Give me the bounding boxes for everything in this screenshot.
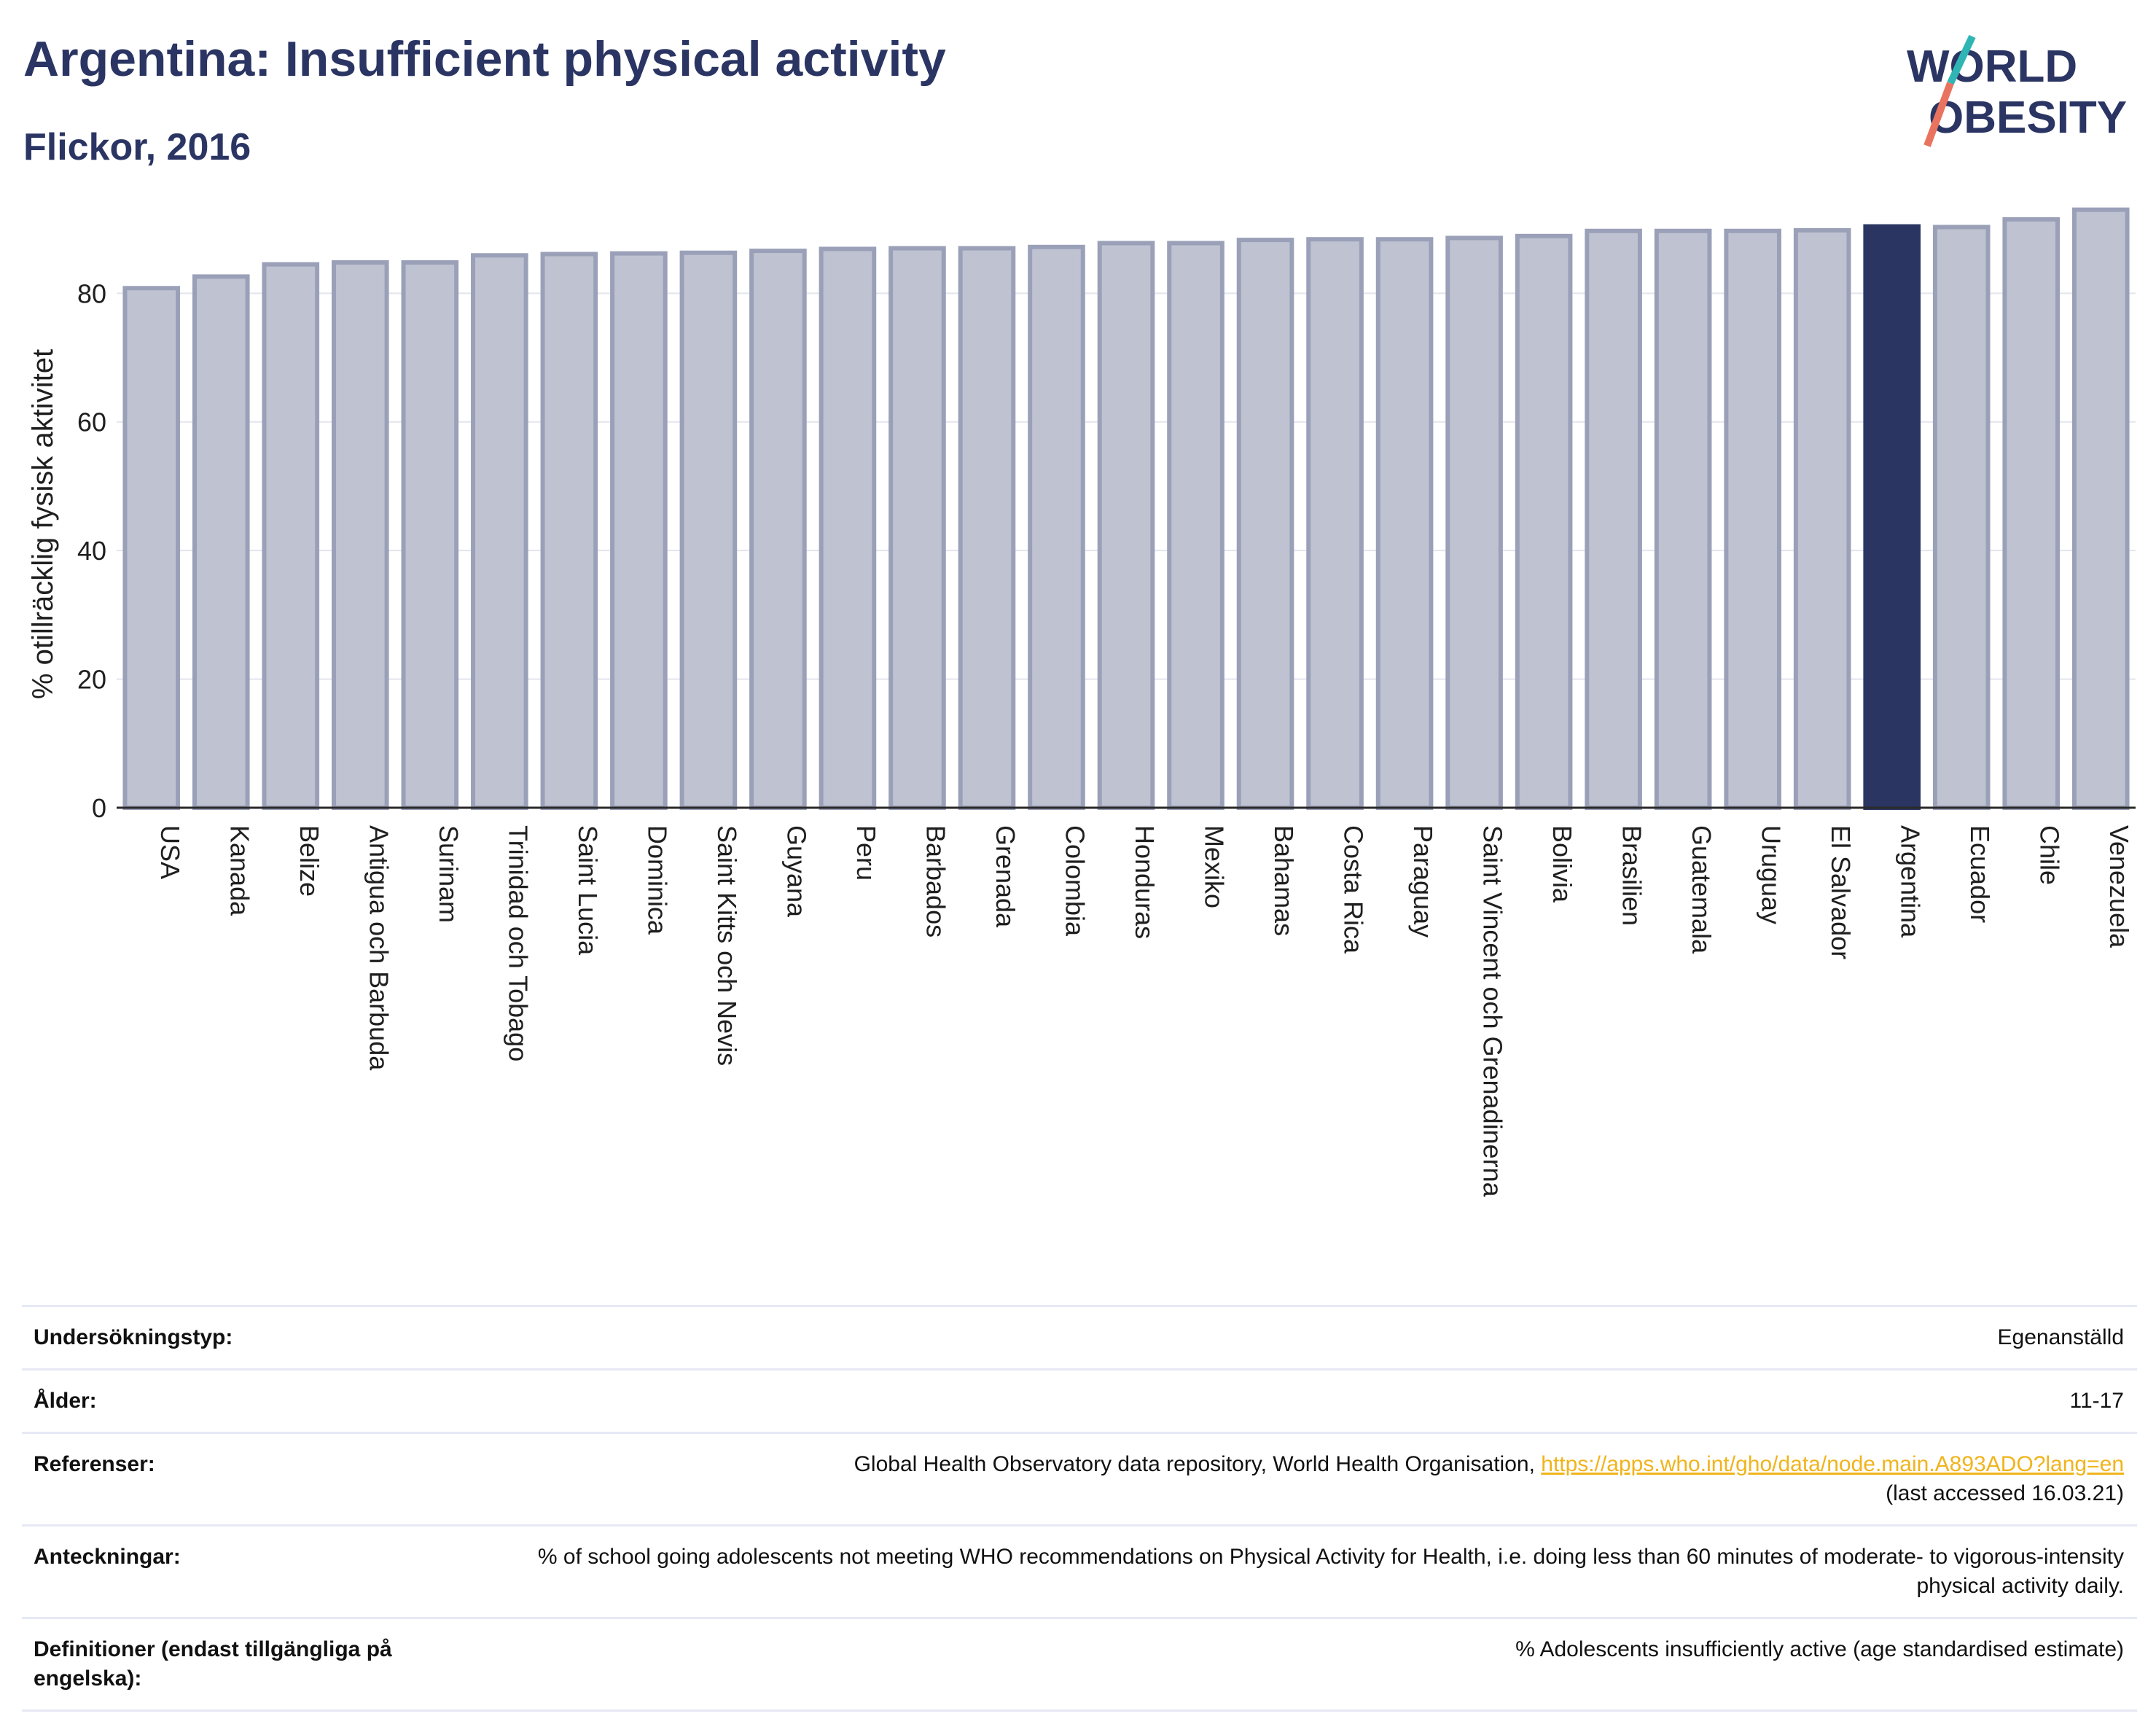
info-table: Undersökningstyp: Egenanställd Ålder: 11… xyxy=(22,1305,2137,1712)
y-axis-label: % otillräcklig fysisk aktivitet xyxy=(27,349,59,699)
info-value: 11-17 xyxy=(2069,1389,2124,1413)
info-row-references: Referenser: Global Health Observatory da… xyxy=(22,1432,2137,1524)
bar-saint-kitts-och-nevis xyxy=(679,250,738,810)
reference-link[interactable]: https://apps.who.int/gho/data/node.main.… xyxy=(1541,1452,2124,1476)
logo-line1: WORLD xyxy=(1907,42,2077,92)
x-tick-label: Colombia xyxy=(1060,825,1090,937)
x-tick-label: Saint Vincent och Grenadinerna xyxy=(1478,825,1508,1198)
bar-trinidad-och-tobago xyxy=(471,253,528,810)
bar-usa xyxy=(122,286,181,810)
info-value: Global Health Observatory data repositor… xyxy=(854,1450,2124,1508)
bar-dominica xyxy=(610,251,668,811)
x-tick-label: Honduras xyxy=(1130,825,1160,939)
bar-costa-rica xyxy=(1306,237,1364,810)
bar-ecuador xyxy=(1932,225,1991,811)
y-tick-label: 20 xyxy=(77,665,106,695)
x-tick-label: Belize xyxy=(294,825,324,897)
bar-saint-vincent-och-grenadinerna xyxy=(1445,235,1503,811)
info-row-notes: Anteckningar: % of school going adolesce… xyxy=(22,1524,2137,1617)
bar-bahamas xyxy=(1236,238,1294,810)
x-tick-label: Ecuador xyxy=(1965,825,1995,923)
x-tick-label: Grenada xyxy=(991,825,1020,928)
x-tick-label: Saint Kitts och Nevis xyxy=(712,825,742,1066)
info-row-survey-type: Undersökningstyp: Egenanställd xyxy=(22,1305,2137,1368)
x-tick-label: Antigua och Barbuda xyxy=(364,825,394,1071)
x-tick-label: Peru xyxy=(851,825,881,881)
x-tick-label: Saint Lucia xyxy=(573,825,603,956)
x-tick-label: Trinidad och Tobago xyxy=(503,825,533,1061)
x-tick-label: Guyana xyxy=(781,825,811,918)
info-label: Anteckningar: xyxy=(34,1545,181,1569)
reference-text: Global Health Observatory data repositor… xyxy=(854,1452,1535,1476)
bar-mexiko xyxy=(1167,241,1225,810)
bar-honduras xyxy=(1097,241,1155,810)
info-row-age: Ålder: 11-17 xyxy=(22,1368,2137,1432)
y-tick-label: 80 xyxy=(77,278,106,308)
info-label: Referenser: xyxy=(34,1452,155,1476)
x-tick-label: Argentina xyxy=(1896,825,1926,938)
info-value: % of school going adolescents not meetin… xyxy=(537,1545,2124,1598)
x-tick-label: Chile xyxy=(2035,825,2065,885)
x-tick-label: Mexiko xyxy=(1200,825,1230,908)
bar-belize xyxy=(262,262,320,811)
y-tick-label: 60 xyxy=(77,408,106,437)
x-tick-label: Bolivia xyxy=(1547,825,1577,903)
bar-grenada xyxy=(958,246,1016,810)
bar-surinam xyxy=(401,260,459,810)
x-tick-label: USA xyxy=(155,825,185,879)
y-tick-label: 0 xyxy=(92,793,106,823)
bar-peru xyxy=(819,246,877,811)
bar-colombia xyxy=(1028,244,1085,810)
x-tick-label: Costa Rica xyxy=(1339,825,1369,954)
x-tick-label: Venezuela xyxy=(2104,825,2134,948)
x-tick-label: Guatemala xyxy=(1687,825,1716,954)
bar-bolivia xyxy=(1515,233,1573,810)
info-value: % Adolescents insufficiently active (age… xyxy=(1515,1637,2124,1661)
y-tick-labels: 0 20 40 60 80 xyxy=(77,278,106,823)
bar-barbados xyxy=(888,246,946,810)
x-tick-label: Brasilien xyxy=(1617,825,1647,926)
logo-slash-teal xyxy=(1947,34,1976,85)
bar-uruguay xyxy=(1724,228,1781,810)
bar-venezuela xyxy=(2071,207,2130,811)
reference-accessed: (last accessed 16.03.21) xyxy=(1886,1481,2124,1505)
info-value: Egenanställd xyxy=(1997,1325,2124,1349)
world-obesity-logo: WORLD OBESITY xyxy=(1907,34,2127,147)
logo-line2: OBESITY xyxy=(1929,93,2127,143)
x-tick-label: Barbados xyxy=(921,825,950,937)
info-label: Undersökningstyp: xyxy=(34,1325,233,1349)
x-tick-labels: USA Kanada Belize Antigua och Barbuda Surina… xyxy=(155,825,2134,1198)
x-tick-label: Paraguay xyxy=(1408,825,1438,937)
x-tick-label: Kanada xyxy=(224,825,254,916)
bar-saint-lucia xyxy=(540,252,598,810)
x-tick-label: El Salvador xyxy=(1826,825,1856,959)
y-tick-label: 40 xyxy=(77,536,106,566)
bar-brasilien xyxy=(1585,228,1642,810)
bar-guatemala xyxy=(1654,228,1712,810)
x-tick-label: Dominica xyxy=(642,825,672,935)
bar-chile xyxy=(2002,217,2061,811)
info-label: Definitioner (endast tillgängliga på eng… xyxy=(34,1637,392,1691)
chart-title: Argentina: Insufficient physical activit… xyxy=(23,31,946,87)
info-label: Ålder: xyxy=(34,1389,97,1413)
info-row-definitions: Definitioner (endast tillgängliga på eng… xyxy=(22,1617,2137,1712)
bars xyxy=(122,207,2130,811)
bar-antigua-och-barbuda xyxy=(332,260,389,810)
x-tick-label: Surinam xyxy=(434,825,464,923)
chart-subtitle: Flickor, 2016 xyxy=(23,126,251,168)
bar-kanada xyxy=(192,274,250,810)
bar-el-salvador xyxy=(1793,227,1851,811)
logo-slash-coral xyxy=(1923,82,1954,147)
x-tick-label: Bahamas xyxy=(1269,825,1299,936)
x-tick-label: Uruguay xyxy=(1757,825,1786,924)
bar-argentina xyxy=(1863,224,1921,810)
bar-chart: 0 20 40 60 80 USA Kanada Belize Antigua och Bar… xyxy=(27,207,2136,1198)
bar-paraguay xyxy=(1375,237,1434,810)
bar-guyana xyxy=(749,249,807,810)
